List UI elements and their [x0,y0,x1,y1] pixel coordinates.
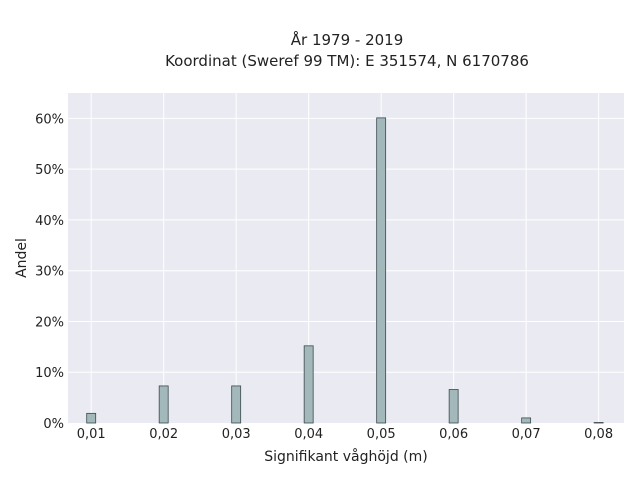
x-tick-label: 0,01 [77,427,106,442]
histogram-bar [231,385,242,424]
y-tick-label: 30% [35,265,64,280]
histogram-bar [158,385,169,424]
histogram-bar [376,117,387,424]
x-tick-label: 0,08 [584,427,613,442]
y-axis-label: Andel [14,238,30,278]
bars-group [86,117,604,424]
y-tick-labels: 0% 10% 20% 30% 40% 50% 60% [35,112,64,432]
plot-area [68,93,624,423]
x-tick-label: 0,07 [512,427,541,442]
y-tick-label: 10% [35,366,64,381]
y-tick-label: 50% [35,163,64,178]
x-tick-label: 0,02 [149,427,178,442]
x-tick-label: 0,05 [367,427,396,442]
histogram-bar [521,417,532,424]
histogram-bar [593,422,604,424]
chart-title: År 1979 - 2019 [291,30,404,49]
grid-lines [68,93,624,423]
x-axis-label: Signifikant våghöjd (m) [264,448,427,465]
x-tick-labels: 0,01 0,02 0,03 0,04 0,05 0,06 0,07 0,08 [77,427,613,442]
y-tick-label: 40% [35,214,64,229]
chart-subtitle: Koordinat (Sweref 99 TM): E 351574, N 61… [165,52,529,70]
x-tick-label: 0,06 [439,427,468,442]
histogram-bar [86,412,97,424]
y-tick-label: 0% [43,417,64,432]
x-tick-label: 0,04 [294,427,323,442]
histogram-bar [448,389,459,424]
y-tick-label: 20% [35,315,64,330]
x-tick-label: 0,03 [222,427,251,442]
y-tick-label: 60% [35,112,64,127]
histogram-bar [303,345,314,424]
